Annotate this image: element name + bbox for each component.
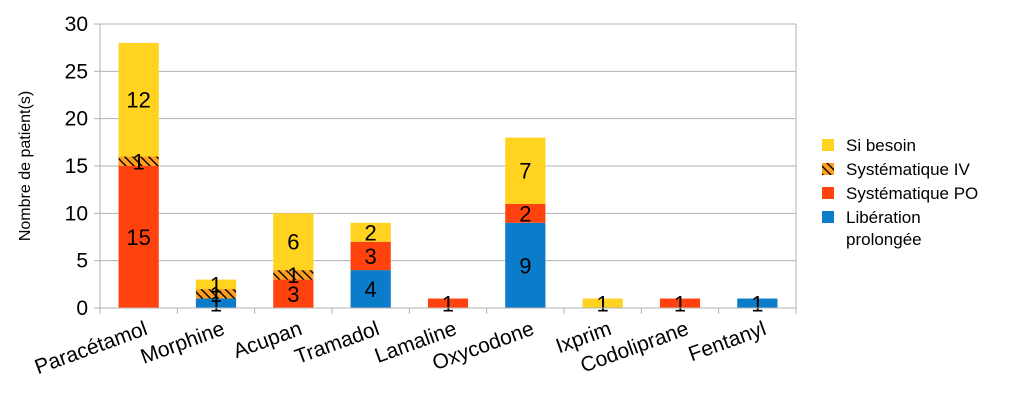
legend-swatch	[822, 187, 834, 199]
bar-segment	[195, 298, 237, 308]
data-label: 1	[133, 149, 145, 174]
bar-segment	[273, 279, 314, 308]
bar-segment	[659, 298, 701, 308]
y-tick-label: 20	[65, 108, 88, 131]
bar-segment	[273, 213, 314, 271]
bar-segment	[350, 241, 391, 271]
data-label: 7	[519, 159, 531, 184]
data-label: 6	[287, 230, 299, 255]
data-label: 4	[365, 277, 377, 302]
y-tick-label: 0	[76, 297, 88, 320]
bars	[118, 42, 778, 308]
x-category-label: Tramadol	[292, 317, 382, 369]
data-label: 1	[751, 291, 763, 316]
gridlines	[100, 23, 796, 309]
bar-segment	[195, 289, 237, 299]
data-label: 3	[365, 244, 377, 269]
x-category-label: Paracétamol	[32, 317, 151, 379]
bar-segment	[505, 137, 546, 204]
data-label: 1	[210, 291, 222, 316]
legend-label: Systématique IV	[846, 160, 970, 179]
data-label: 1	[442, 291, 454, 316]
legend: Si besoin Systématique IV Systématique PO L…	[822, 136, 978, 249]
legend-swatch	[822, 139, 834, 151]
x-category-label: Acupan	[230, 317, 305, 363]
legend-label: Systématique PO	[846, 184, 978, 203]
data-label: 3	[287, 282, 299, 307]
bar-segment	[505, 222, 546, 308]
bar-segment	[118, 156, 159, 166]
legend-label-cont: prolongée	[846, 230, 922, 249]
data-label: 1	[597, 291, 609, 316]
bar-segment	[427, 298, 469, 308]
legend-swatch	[822, 163, 834, 175]
y-tick-label: 5	[76, 250, 88, 273]
legend-label: Libération	[846, 208, 921, 227]
data-label: 15	[126, 225, 150, 250]
legend-label: Si besoin	[846, 136, 916, 155]
data-label: 2	[365, 220, 377, 245]
bar-segment	[118, 166, 159, 308]
bar-segment	[737, 298, 778, 308]
bar-segment	[350, 270, 391, 308]
data-label: 1	[287, 263, 299, 288]
bar-segment	[195, 279, 237, 290]
y-tick-label: 25	[65, 60, 88, 83]
bar-segment	[350, 222, 391, 242]
bar-segment	[505, 203, 546, 223]
data-label: 2	[519, 201, 531, 226]
bar-segment	[118, 42, 159, 157]
axes	[99, 24, 797, 314]
x-category-label: Fentanyl	[685, 317, 769, 366]
bar-segment	[273, 270, 314, 280]
legend-swatch	[822, 211, 834, 223]
y-tick-label: 30	[65, 13, 88, 36]
data-label: 9	[519, 253, 531, 278]
y-axis-ticks: 0 5 10 15 20 25 30	[65, 13, 100, 320]
y-tick-label: 10	[65, 202, 88, 225]
x-category-label: Morphine	[138, 317, 228, 369]
y-tick-label: 15	[65, 155, 88, 178]
data-label: 12	[126, 88, 150, 113]
y-axis-label: Nombre de patient(s)	[17, 91, 34, 241]
data-label: 1	[210, 272, 222, 297]
data-label: 1	[210, 282, 222, 307]
data-label: 1	[674, 291, 686, 316]
bar-segment	[582, 298, 623, 308]
